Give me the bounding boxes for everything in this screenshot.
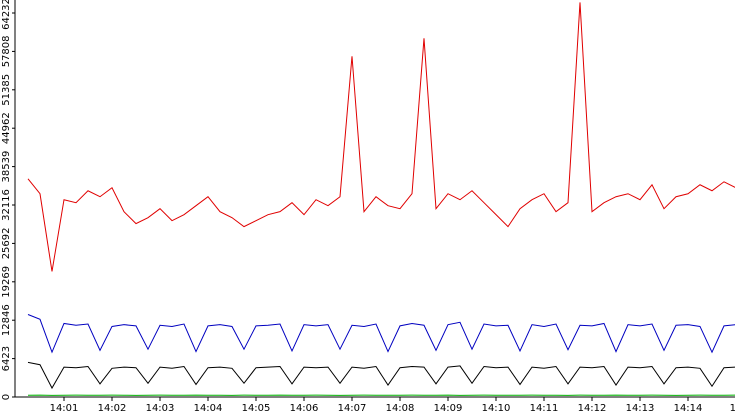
y-tick-label: 38539 xyxy=(1,151,12,183)
y-tick-label: 6423 xyxy=(1,346,12,371)
x-tick-label: 14 xyxy=(730,403,735,414)
x-tick-label: 14:09 xyxy=(434,403,463,414)
x-tick-label: 14:01 xyxy=(50,403,79,414)
x-tick-label: 14:08 xyxy=(386,403,415,414)
x-tick-label: 14:10 xyxy=(482,403,511,414)
y-tick-label: 64232 xyxy=(1,0,12,30)
y-tick-label: 32116 xyxy=(1,189,12,221)
x-tick-label: 14:12 xyxy=(578,403,607,414)
x-tick-label: 14:02 xyxy=(98,403,127,414)
x-tick-label: 14:14 xyxy=(674,403,703,414)
x-tick-label: 14:04 xyxy=(194,403,223,414)
y-tick-label: 25692 xyxy=(1,227,12,259)
series-line xyxy=(27,361,735,390)
series-line xyxy=(27,2,735,272)
x-tick-label: 14:05 xyxy=(242,403,271,414)
y-tick-label: 51385 xyxy=(1,74,12,106)
y-tick-label: 19269 xyxy=(1,266,12,298)
x-tick-label: 14:13 xyxy=(626,403,655,414)
y-tick-label: 44962 xyxy=(1,112,12,144)
y-tick-label: 57808 xyxy=(1,35,12,67)
x-tick-label: 14:03 xyxy=(146,403,175,414)
y-tick-label: 0 xyxy=(1,394,12,400)
x-tick-label: 14:07 xyxy=(338,403,367,414)
x-tick-label: 14:11 xyxy=(530,403,559,414)
y-tick-label: 12846 xyxy=(1,304,12,336)
x-tick-label: 14:06 xyxy=(290,403,319,414)
series-line xyxy=(27,314,735,354)
